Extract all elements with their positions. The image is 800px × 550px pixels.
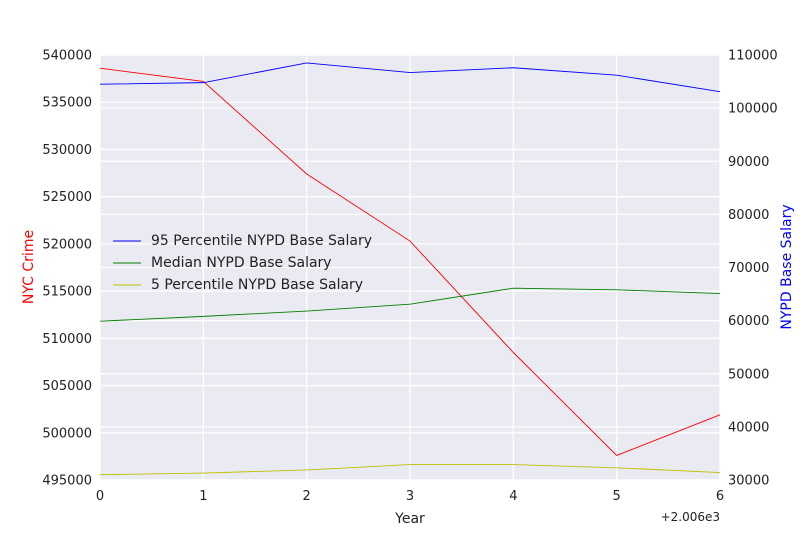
right-tick-label: 100000 (728, 102, 778, 117)
left-tick-label: 505000 (42, 379, 92, 394)
left-tick-label: 535000 (42, 96, 92, 111)
left-tick-label: 520000 (42, 237, 92, 252)
right-axis-label: NYPD Base Salary (779, 204, 795, 329)
left-tick-label: 515000 (42, 285, 92, 300)
series-line-5-percentile-nypd-base-salary (99, 464, 721, 476)
x-tick-label: 3 (406, 489, 414, 504)
right-tick-label: 110000 (728, 49, 778, 64)
x-axis-ticks: 0 1 2 3 4 5 6 (96, 489, 724, 504)
left-axis-ticks: 495000 500000 505000 510000 515000 520000 5250… (42, 49, 92, 489)
x-tick-label: 5 (613, 489, 621, 504)
left-tick-label: 510000 (42, 332, 92, 347)
x-tick-label: 1 (199, 489, 207, 504)
legend-label: Median NYPD Base Salary (151, 255, 332, 271)
series-layer (99, 62, 721, 476)
right-tick-label: 30000 (728, 474, 769, 489)
series-line-nyc-crime (99, 67, 721, 456)
right-axis-ticks: 30000 40000 50000 60000 70000 80000 90000 10000… (728, 49, 778, 489)
series-line-median-nypd-base-salary (99, 287, 721, 322)
series-line-95-percentile-nypd-base-salary (99, 62, 721, 93)
grid-lines (99, 54, 721, 481)
x-tick-label: 6 (716, 489, 724, 504)
right-tick-label: 60000 (728, 314, 769, 329)
right-tick-label: 70000 (728, 261, 769, 276)
legend-label: 5 Percentile NYPD Base Salary (151, 277, 363, 293)
left-tick-label: 525000 (42, 190, 92, 205)
right-tick-label: 80000 (728, 208, 769, 223)
x-tick-label: 0 (96, 489, 104, 504)
left-tick-label: 500000 (42, 426, 92, 441)
right-tick-label: 40000 (728, 420, 769, 435)
left-tick-label: 530000 (42, 143, 92, 158)
left-tick-label: 540000 (42, 49, 92, 64)
right-tick-label: 50000 (728, 367, 769, 382)
right-tick-label: 90000 (728, 155, 769, 170)
legend-label: 95 Percentile NYPD Base Salary (151, 233, 372, 249)
x-axis-offset-label: +2.006e3 (661, 510, 720, 524)
legend: 95 Percentile NYPD Base Salary Median NYP… (113, 233, 372, 293)
left-axis-label: NYC Crime (21, 230, 37, 304)
left-tick-label: 495000 (42, 474, 92, 489)
x-tick-label: 2 (303, 489, 311, 504)
x-axis-label: Year (394, 511, 425, 527)
x-tick-label: 4 (509, 489, 517, 504)
